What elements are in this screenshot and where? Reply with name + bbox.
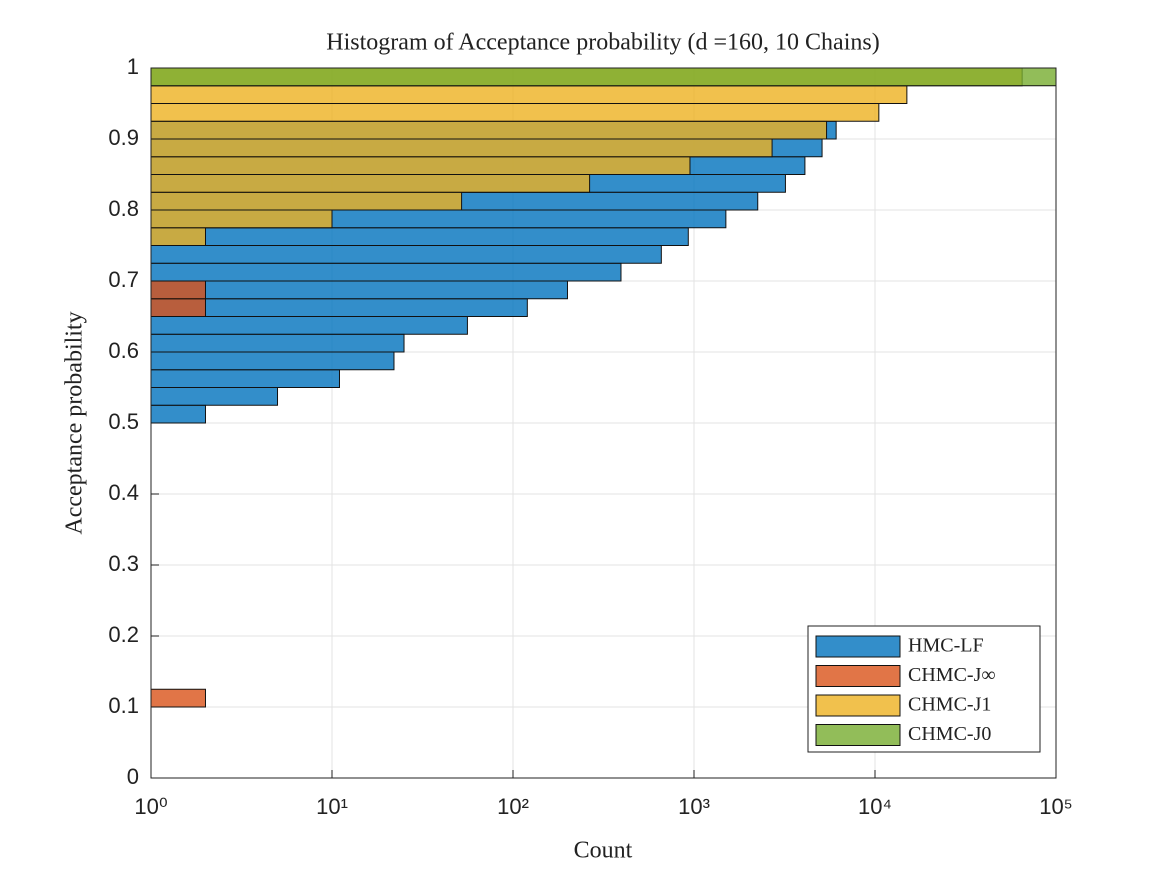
- bar: [150, 174, 591, 193]
- y-tick-label: 0.8: [108, 196, 139, 221]
- chart-title: Histogram of Acceptance probability (d =…: [326, 30, 879, 56]
- bar: [150, 85, 908, 104]
- axes-box: [150, 67, 1057, 779]
- legend-label: CHMC-J∞: [908, 664, 996, 686]
- y-tick-label: 0.1: [108, 693, 139, 718]
- legend: HMC-LF CHMC-J∞ CHMC-J1 CHMC-J0: [807, 625, 1041, 753]
- bar: [150, 103, 880, 122]
- y-tick-label: 0.6: [108, 338, 139, 363]
- y-tick-label: 0: [127, 764, 139, 789]
- x-tick-label: 10⁵: [1039, 794, 1073, 819]
- y-tick-label: 0.4: [108, 480, 139, 505]
- bar: [150, 387, 279, 406]
- bar: [150, 227, 689, 246]
- bar: [150, 404, 206, 424]
- bar: [150, 191, 463, 211]
- legend-label: HMC-LF: [908, 635, 984, 657]
- y-tick-label: 1: [127, 54, 139, 79]
- legend-swatch: [815, 665, 901, 687]
- y-axis-label: Acceptance probability: [62, 311, 88, 534]
- x-tick-label: 10³: [678, 794, 710, 819]
- x-tick-label: 10²: [497, 794, 529, 819]
- bar: [150, 262, 622, 282]
- bar: [150, 209, 333, 229]
- x-tick-label: 10⁰: [134, 794, 167, 819]
- bar: [150, 156, 691, 175]
- y-tick-label: 0.3: [108, 551, 139, 576]
- x-tick-label: 10¹: [316, 794, 348, 819]
- legend-label: CHMC-J0: [908, 723, 991, 745]
- bar: [150, 688, 206, 708]
- bar: [150, 245, 662, 264]
- bar: [150, 280, 568, 300]
- bar: [150, 120, 828, 140]
- legend-swatch: [815, 635, 901, 658]
- bar: [150, 138, 773, 158]
- legend-label: CHMC-J1: [908, 694, 991, 716]
- bar: [150, 369, 340, 388]
- y-tick-label: 0.2: [108, 622, 139, 647]
- bar: [150, 351, 395, 371]
- bar: [150, 67, 1057, 87]
- y-tick-label: 0.5: [108, 409, 139, 434]
- bar: [150, 333, 405, 353]
- y-tick-label: 0.7: [108, 267, 139, 292]
- x-axis-label: Count: [574, 838, 633, 864]
- bar: [150, 298, 528, 317]
- y-tick-label: 0.9: [108, 125, 139, 150]
- bar: [150, 280, 206, 300]
- bar: [150, 227, 206, 246]
- legend-swatch: [815, 694, 901, 717]
- x-tick-label: 10⁴: [858, 794, 892, 819]
- bar: [150, 298, 206, 317]
- bar: [150, 316, 468, 335]
- legend-swatch: [815, 724, 901, 746]
